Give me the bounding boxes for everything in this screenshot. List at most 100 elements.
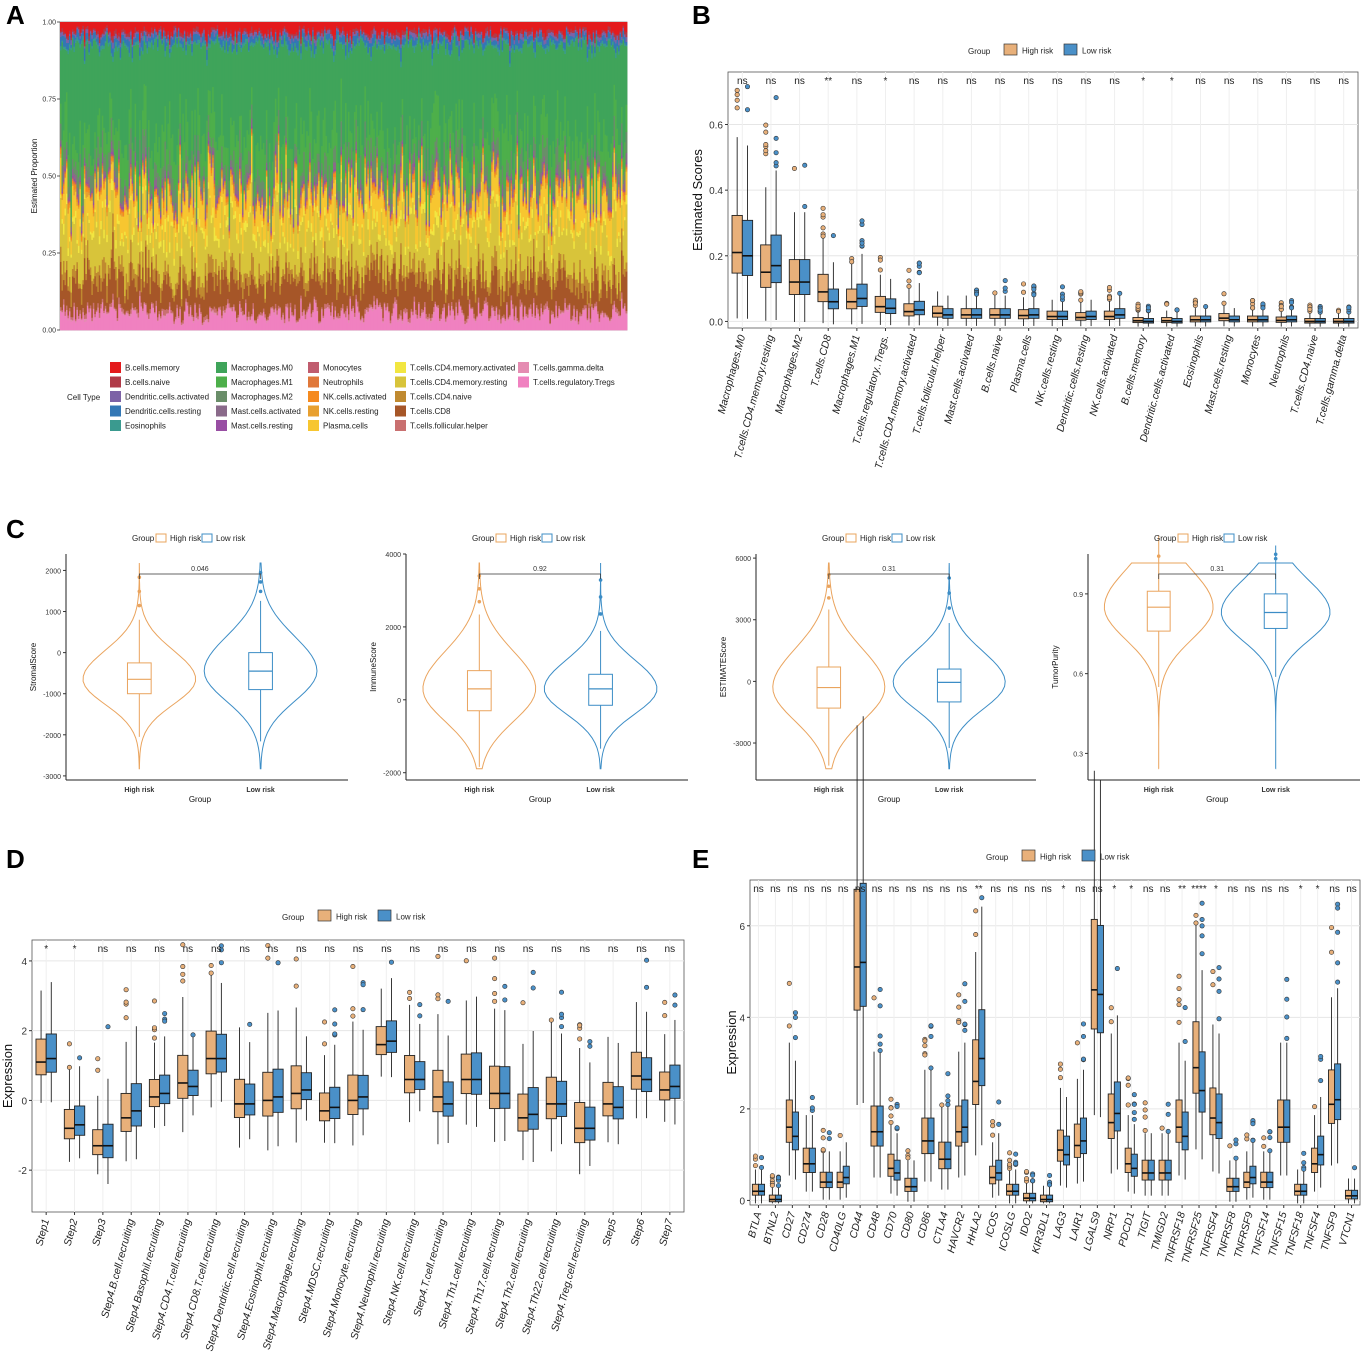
bar-segment-6 bbox=[92, 158, 95, 174]
bar-segment-12 bbox=[80, 236, 83, 241]
bar-segment-3 bbox=[158, 30, 161, 34]
bar-segment-13 bbox=[234, 198, 237, 201]
bar-segment-10 bbox=[88, 186, 91, 189]
bar-segment-11 bbox=[218, 197, 221, 200]
bar-segment-2 bbox=[185, 41, 188, 46]
bar-segment-13 bbox=[76, 201, 79, 206]
bar-segment-3 bbox=[151, 34, 153, 41]
bar-segment-14 bbox=[173, 227, 176, 259]
bar-segment-21 bbox=[60, 311, 62, 331]
bar-segment-18 bbox=[246, 285, 249, 317]
bar-segment-15 bbox=[139, 222, 141, 231]
bar-segment-9 bbox=[80, 230, 83, 234]
bar-segment-17 bbox=[89, 267, 92, 276]
bar-segment-5 bbox=[200, 48, 203, 154]
bar-segment-2 bbox=[113, 35, 116, 39]
bar-segment-9 bbox=[179, 142, 182, 145]
bar-segment-11 bbox=[194, 166, 197, 168]
bar-segment-0 bbox=[219, 22, 222, 34]
bar-segment-9 bbox=[215, 204, 218, 208]
bar-segment-3 bbox=[124, 37, 127, 44]
bar-segment-17 bbox=[216, 274, 219, 286]
bar-segment-10 bbox=[94, 170, 97, 173]
bar-segment-6 bbox=[164, 105, 167, 142]
bar-segment-4 bbox=[192, 41, 195, 45]
bar-segment-0 bbox=[234, 22, 237, 30]
bar-segment-20 bbox=[88, 312, 91, 315]
bar-segment-10 bbox=[76, 196, 79, 199]
bar-segment-6 bbox=[62, 130, 65, 147]
bar-segment-2 bbox=[165, 38, 168, 43]
bar-segment-17 bbox=[145, 240, 147, 247]
bar-segment-21 bbox=[101, 304, 104, 331]
bar-segment-12 bbox=[142, 165, 144, 167]
bar-segment-10 bbox=[209, 152, 212, 155]
bar-segment-2 bbox=[191, 40, 194, 44]
bar-segment-1 bbox=[62, 31, 65, 35]
bar-segment-21 bbox=[162, 317, 165, 331]
bar-segment-11 bbox=[200, 193, 203, 196]
bar-segment-14 bbox=[127, 214, 130, 250]
bar-segment-12 bbox=[110, 156, 113, 161]
bar-segment-1 bbox=[252, 32, 255, 36]
bar-segment-18 bbox=[94, 276, 97, 315]
bar-segment-3 bbox=[116, 39, 119, 48]
bar-segment-0 bbox=[243, 22, 246, 29]
bar-segment-14 bbox=[249, 183, 252, 207]
bar-segment-3 bbox=[76, 29, 79, 38]
bar-segment-9 bbox=[204, 217, 207, 219]
bar-segment-15 bbox=[252, 233, 255, 241]
bar-segment-7 bbox=[228, 217, 231, 226]
bar-segment-2 bbox=[248, 36, 250, 43]
bar-segment-4 bbox=[122, 40, 125, 42]
bar-segment-16 bbox=[112, 190, 115, 214]
bar-segment-9 bbox=[86, 182, 89, 184]
bar-segment-7 bbox=[250, 104, 253, 119]
bar-segment-5 bbox=[210, 40, 213, 114]
bar-segment-13 bbox=[119, 213, 122, 216]
bar-segment-6 bbox=[174, 164, 177, 186]
bar-segment-7 bbox=[77, 177, 80, 194]
bar-segment-2 bbox=[110, 40, 113, 43]
bar-segment-19 bbox=[179, 306, 182, 310]
bar-segment-10 bbox=[234, 194, 237, 196]
bar-segment-7 bbox=[234, 178, 237, 187]
bar-segment-3 bbox=[131, 46, 134, 59]
bar-segment-3 bbox=[61, 35, 64, 41]
bar-segment-17 bbox=[79, 283, 82, 289]
bar-segment-5 bbox=[106, 33, 109, 145]
bar-segment-7 bbox=[198, 150, 201, 168]
bar-segment-14 bbox=[186, 190, 189, 217]
bar-segment-12 bbox=[246, 184, 249, 188]
bar-segment-16 bbox=[119, 245, 122, 265]
bar-segment-7 bbox=[183, 177, 186, 193]
bar-segment-2 bbox=[146, 35, 149, 42]
bar-segment-19 bbox=[239, 300, 241, 305]
bar-segment-0 bbox=[121, 22, 124, 30]
bar-segment-6 bbox=[106, 143, 109, 180]
bar-segment-17 bbox=[109, 267, 112, 280]
bar-segment-18 bbox=[60, 261, 62, 308]
bar-segment-14 bbox=[134, 174, 137, 207]
bar-segment-8 bbox=[237, 190, 240, 198]
bar-segment-2 bbox=[179, 36, 182, 41]
bar-segment-20 bbox=[239, 303, 241, 305]
bar-segment-4 bbox=[161, 43, 164, 46]
bar-segment-10 bbox=[121, 208, 124, 211]
bar-segment-5 bbox=[124, 45, 127, 146]
bar-segment-4 bbox=[83, 60, 86, 65]
bar-segment-2 bbox=[174, 27, 177, 33]
bar-segment-2 bbox=[204, 40, 207, 42]
bar-segment-16 bbox=[186, 221, 189, 286]
panel-letter-e: E bbox=[692, 844, 709, 874]
bar-segment-19 bbox=[233, 304, 235, 307]
bar-segment-18 bbox=[83, 257, 86, 316]
bar-segment-8 bbox=[107, 167, 110, 172]
bar-segment-0 bbox=[112, 22, 115, 36]
bar-segment-6 bbox=[206, 120, 209, 177]
bar-segment-5 bbox=[89, 43, 92, 156]
bar-segment-0 bbox=[88, 22, 91, 37]
bar-segment-5 bbox=[243, 45, 246, 138]
bar-segment-5 bbox=[212, 42, 215, 88]
bar-segment-15 bbox=[125, 235, 128, 239]
